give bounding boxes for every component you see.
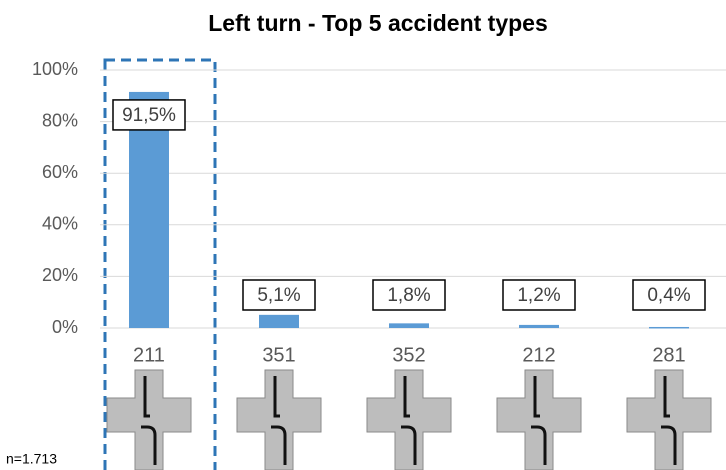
arrow — [403, 376, 410, 418]
value-label: 5,1% — [257, 285, 300, 306]
value-label-box — [632, 279, 706, 311]
arrow — [663, 376, 670, 418]
arrow — [271, 425, 287, 465]
arrow — [141, 425, 157, 465]
x-tick-label: 281 — [652, 344, 685, 366]
road — [496, 369, 582, 470]
x-tick-label: 351 — [262, 344, 295, 366]
x-tick-label: 211 — [133, 344, 165, 366]
y-tick-label: 20% — [42, 265, 78, 285]
arrow — [143, 376, 150, 418]
arrow — [401, 425, 417, 465]
arrow — [533, 376, 540, 418]
intersection-icon — [366, 369, 452, 470]
bar — [259, 314, 299, 328]
y-tick-label: 60% — [42, 162, 78, 182]
arrow — [661, 425, 677, 465]
value-label: 91,5% — [122, 105, 176, 126]
arrow — [531, 425, 547, 465]
value-label-box — [372, 279, 446, 311]
value-label-box — [502, 279, 576, 311]
intersection-icon — [626, 369, 712, 470]
intersection-icon — [106, 369, 192, 470]
road — [626, 369, 712, 470]
intersection-icon — [236, 369, 322, 470]
chart-title: Left turn - Top 5 accident types — [208, 10, 548, 36]
bar — [129, 91, 169, 329]
value-label: 0,4% — [647, 285, 690, 306]
arrow — [273, 376, 280, 418]
value-label: 1,2% — [517, 285, 560, 306]
y-tick-label: 100% — [32, 59, 78, 79]
value-label: 1,8% — [387, 285, 430, 306]
y-tick-label: 0% — [52, 317, 78, 337]
road — [366, 369, 452, 470]
bar — [389, 323, 429, 328]
value-label-box — [112, 99, 186, 131]
annotation: n=1.713 — [6, 451, 57, 467]
intersection-icon — [496, 369, 582, 470]
y-tick-label: 40% — [42, 214, 78, 234]
x-tick-label: 352 — [392, 344, 425, 366]
road — [236, 369, 322, 470]
bar — [649, 326, 689, 329]
x-tick-label: 212 — [522, 344, 555, 366]
value-label-box — [242, 279, 316, 311]
bar — [519, 324, 559, 328]
highlight-box — [103, 58, 217, 470]
y-tick-label: 80% — [42, 110, 78, 130]
road — [106, 369, 192, 470]
